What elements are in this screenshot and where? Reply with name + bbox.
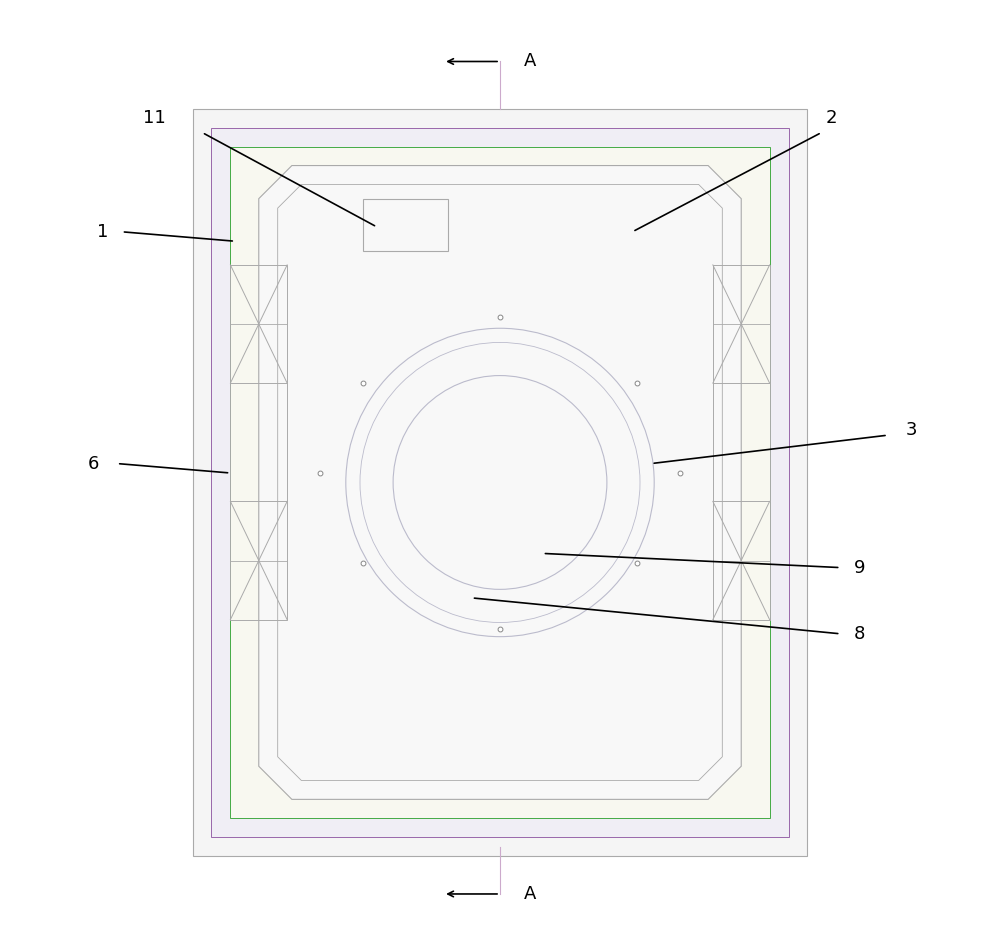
Text: 3: 3 [906, 421, 917, 440]
Text: 6: 6 [88, 454, 99, 473]
Text: 2: 2 [825, 109, 837, 128]
Text: 1: 1 [97, 222, 108, 241]
Bar [363, 199, 448, 251]
Text: A: A [524, 52, 536, 71]
Polygon shape [193, 109, 807, 856]
Polygon shape [259, 166, 741, 799]
Text: 8: 8 [854, 624, 865, 643]
Polygon shape [230, 147, 770, 818]
Polygon shape [211, 128, 789, 837]
Text: A: A [524, 885, 536, 903]
Text: 9: 9 [854, 558, 865, 577]
Text: 11: 11 [143, 109, 166, 128]
